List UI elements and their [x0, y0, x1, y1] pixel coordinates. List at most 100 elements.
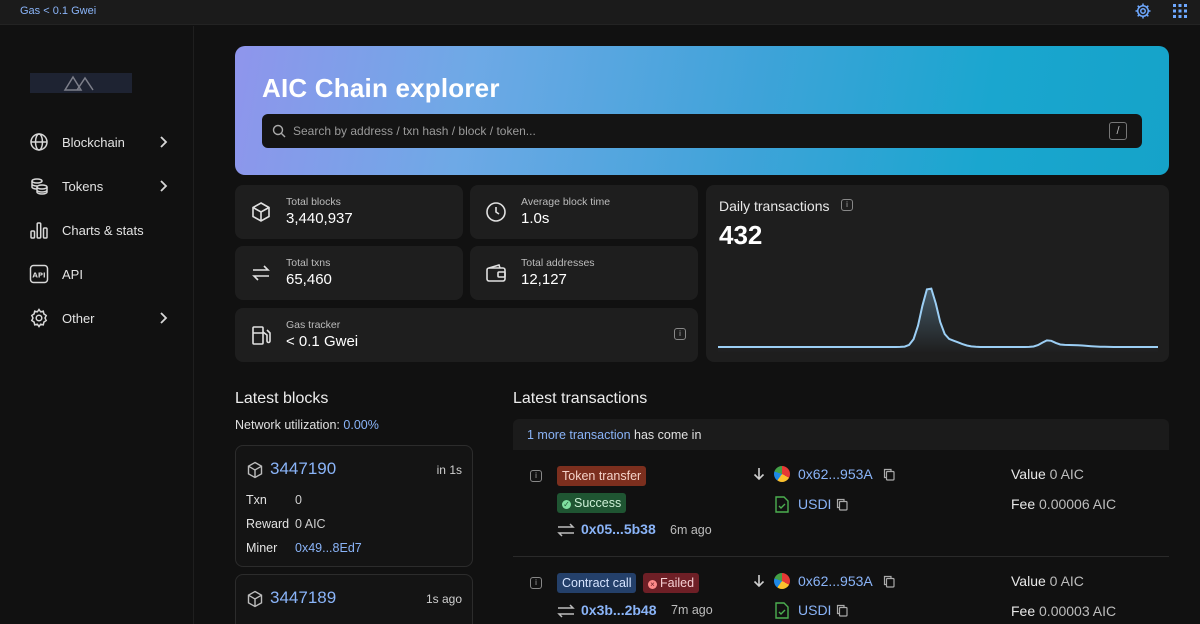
tx-value-label: Value — [1011, 466, 1046, 482]
tx-status-label: Failed — [660, 576, 695, 590]
fuel-pump-icon — [252, 326, 271, 345]
tx-fee-label: Fee — [1011, 496, 1036, 512]
success-icon: ✓ — [562, 500, 571, 509]
info-icon[interactable]: i — [674, 328, 686, 340]
tx-status-tag: × Failed — [643, 573, 700, 593]
svg-text:API: API — [32, 272, 45, 280]
stat-total-addresses: Total addresses 12,127 — [470, 246, 698, 300]
stat-value: 3,440,937 — [286, 210, 353, 227]
from-address[interactable]: 0x62...953A — [798, 466, 873, 482]
block-miner-row: Miner 0x49...8Ed7 — [246, 541, 362, 555]
sidebar-item-charts-stats[interactable]: Charts & stats — [28, 218, 168, 242]
stat-label: Gas tracker — [286, 319, 341, 331]
tx-value-amount: 0 AIC — [1049, 466, 1084, 482]
chevron-right-icon — [160, 180, 168, 192]
sidebar-item-label: API — [62, 266, 83, 282]
chart-area — [718, 288, 1158, 353]
copy-icon[interactable] — [836, 498, 848, 511]
gas-label: Gas — [20, 5, 41, 17]
aic-logo[interactable] — [30, 73, 132, 93]
apps-grid-icon[interactable] — [1172, 3, 1188, 19]
network-utilization: Network utilization: 0.00% — [235, 418, 379, 432]
daily-transactions-value: 432 — [719, 220, 763, 250]
tx-value-amount: 0 AIC — [1049, 573, 1084, 589]
token-file-icon — [775, 602, 789, 619]
block-card[interactable]: 3447190 in 1s Txn 0 Reward 0 AIC Miner 0… — [235, 445, 473, 567]
block-number[interactable]: 3447190 — [270, 459, 337, 478]
block-number[interactable]: 3447189 — [270, 588, 337, 607]
block-card[interactable]: 3447189 1s ago — [235, 574, 473, 624]
copy-icon[interactable] — [836, 604, 848, 617]
failed-icon: × — [648, 580, 657, 589]
tx-status-label: Success — [574, 496, 622, 510]
transfer-arrows-icon — [557, 523, 575, 537]
stat-value: 12,127 — [521, 271, 567, 288]
sidebar-item-label: Tokens — [62, 178, 104, 194]
stat-gas-tracker: Gas tracker < 0.1 Gwei i — [235, 308, 698, 362]
info-icon[interactable]: i — [530, 470, 542, 482]
tx-hash[interactable]: 0x3b...2b48 — [581, 602, 657, 618]
from-address[interactable]: 0x62...953A — [798, 573, 873, 589]
transfer-arrows-icon — [557, 604, 575, 618]
chart-line — [718, 287, 1158, 348]
sidebar-item-api[interactable]: API API — [28, 262, 168, 286]
tx-age: 7m ago — [671, 603, 713, 617]
tx-hash[interactable]: 0x05...5b38 — [581, 521, 656, 537]
sidebar-item-other[interactable]: Other — [28, 306, 168, 330]
top-bar: Gas < 0.1 Gwei — [0, 0, 1200, 25]
block-reward-row: Reward 0 AIC — [246, 517, 326, 531]
arrow-down-icon — [753, 468, 765, 481]
address-avatar — [774, 466, 790, 482]
sidebar-item-blockchain[interactable]: Blockchain — [28, 130, 168, 154]
sidebar-item-label: Charts & stats — [62, 222, 144, 238]
bar-chart-icon — [28, 219, 50, 241]
sidebar-item-label: Blockchain — [62, 134, 125, 150]
transaction-row[interactable]: i Contract call × Failed 0x3b...2b48 7m a… — [513, 563, 1169, 624]
gear-icon — [28, 307, 50, 329]
search-input[interactable]: Search by address / txn hash / block / t… — [293, 124, 536, 138]
tx-fee-amount: 0.00003 AIC — [1039, 603, 1117, 619]
network-utilization-value: 0.00% — [343, 418, 379, 432]
stat-label: Average block time — [521, 196, 611, 208]
gas-value: < 0.1 Gwei — [43, 5, 97, 17]
token-name[interactable]: USDI — [798, 496, 832, 512]
sidebar: Blockchain Tokens Charts & stats API API… — [0, 26, 194, 624]
cube-icon — [252, 202, 270, 222]
divider — [513, 556, 1169, 557]
copy-icon[interactable] — [883, 575, 895, 588]
copy-icon[interactable] — [883, 468, 895, 481]
block-miner-address[interactable]: 0x49...8Ed7 — [295, 541, 362, 555]
new-transactions-link[interactable]: 1 more transaction — [527, 428, 631, 442]
token-file-icon — [775, 496, 789, 513]
block-txn-row: Txn 0 — [246, 493, 302, 507]
info-icon[interactable]: i — [530, 577, 542, 589]
globe-icon — [28, 131, 50, 153]
transaction-row[interactable]: i Token transfer ✓ Success 0x05...5b38 6m… — [513, 456, 1169, 556]
token-name[interactable]: USDI — [798, 602, 832, 618]
settings-gear-icon[interactable] — [1134, 2, 1152, 20]
stat-label: Total blocks — [286, 196, 341, 208]
tx-fee-amount: 0.00006 AIC — [1039, 496, 1117, 512]
cube-icon — [247, 590, 263, 608]
api-icon: API — [28, 263, 50, 285]
search-bar[interactable]: Search by address / txn hash / block / t… — [262, 114, 1142, 148]
stat-label: Total addresses — [521, 257, 595, 269]
daily-transactions-card: Daily transactions i 432 — [706, 185, 1169, 362]
stat-value: 1.0s — [521, 210, 550, 227]
search-shortcut-key: / — [1109, 122, 1127, 140]
info-icon[interactable]: i — [841, 199, 853, 211]
gas-indicator[interactable]: Gas < 0.1 Gwei — [20, 5, 96, 17]
clock-icon — [486, 202, 506, 222]
stat-value: < 0.1 Gwei — [286, 333, 359, 350]
page-title: AIC Chain explorer — [262, 73, 500, 103]
stat-value: 65,460 — [286, 271, 332, 288]
wallet-icon — [486, 264, 506, 282]
stat-label: Total txns — [286, 257, 331, 269]
sidebar-item-tokens[interactable]: Tokens — [28, 174, 168, 198]
chevron-right-icon — [160, 312, 168, 324]
tx-fee: Fee 0.00006 AIC — [1011, 496, 1116, 512]
cube-icon — [247, 461, 263, 479]
search-icon — [272, 124, 286, 138]
tx-status-tag: ✓ Success — [557, 493, 627, 513]
chart-title: Daily transactions — [719, 198, 830, 214]
